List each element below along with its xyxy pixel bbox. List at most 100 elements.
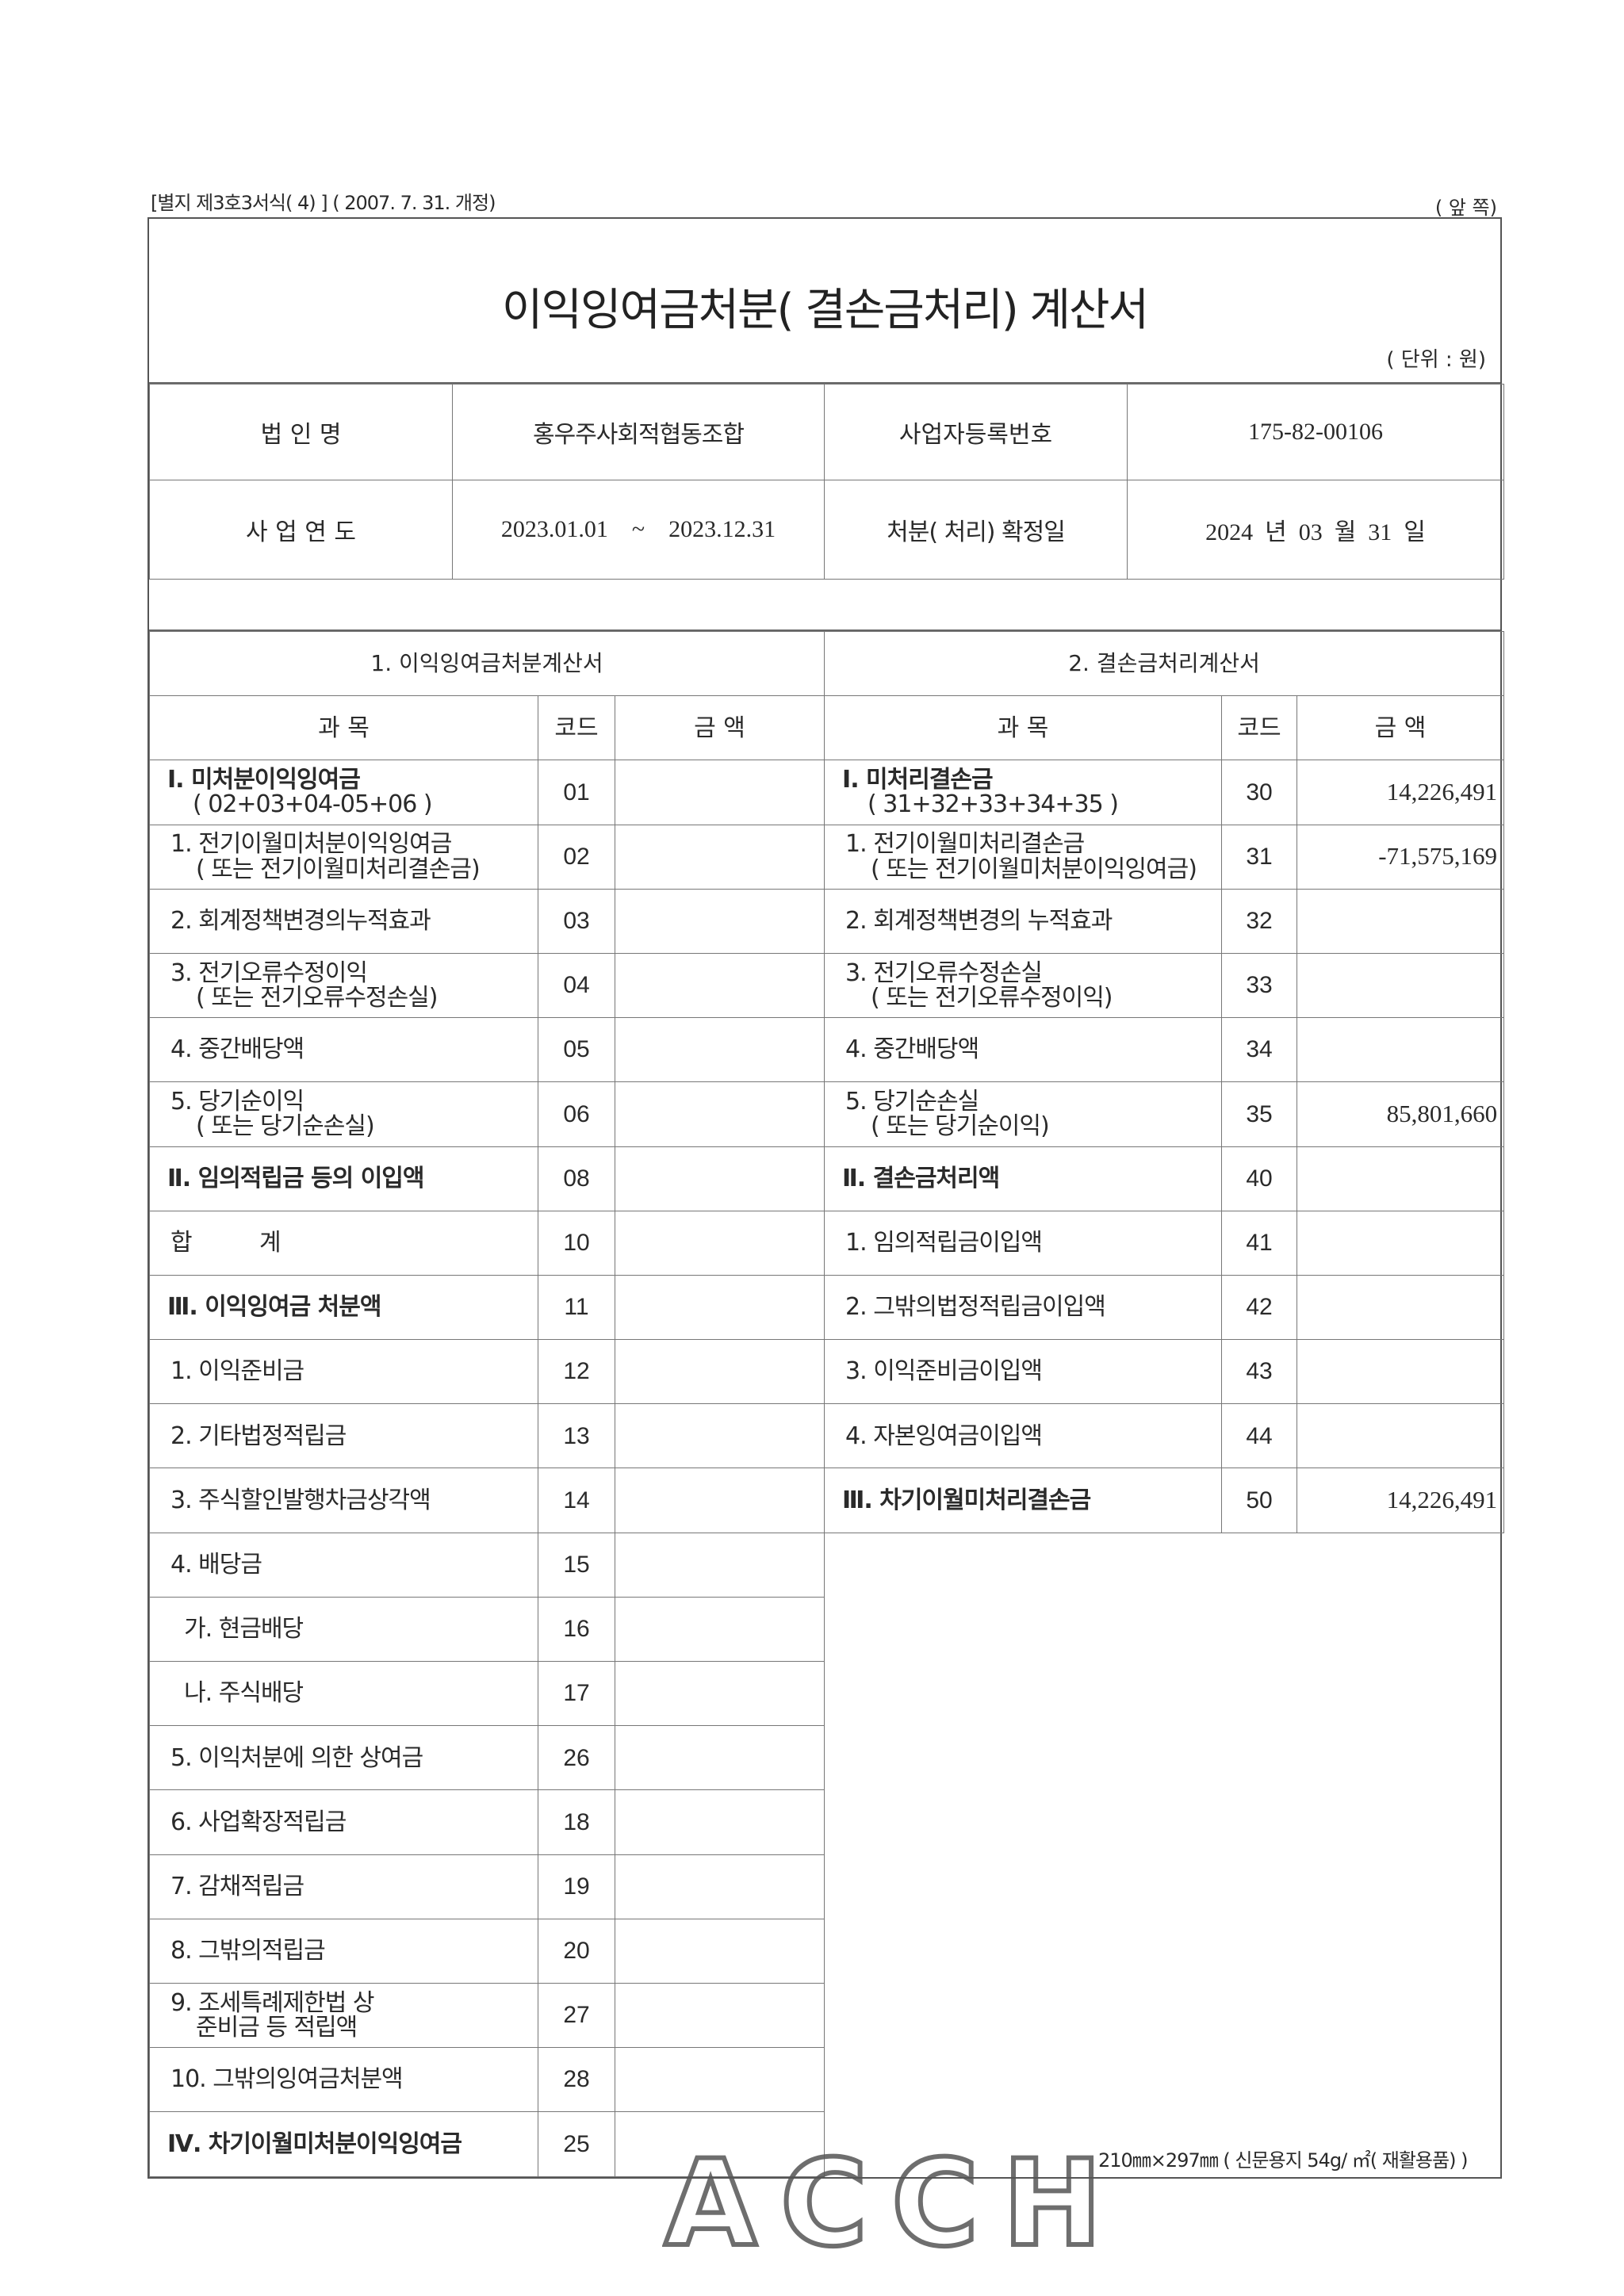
left-item-amount — [614, 2111, 825, 2177]
item-subtext: ( 또는 당기순손실) — [196, 1112, 375, 1141]
left-item-amount — [614, 888, 825, 954]
left-item-label: 5. 이익처분에 의한 상여금 — [149, 1725, 538, 1791]
item-name: 3. 주식할인발행차금상각액 — [170, 1486, 431, 1514]
item-name: 1. 전기이월미처분이익잉여금 — [170, 830, 452, 859]
page-title: 이익잉여금처분( 결손금처리) 계산서 — [501, 285, 1149, 336]
col-amount-right: 금 액 — [1297, 695, 1505, 761]
table-row: 4. 중간배당액 05 4. 중간배당액 34 — [149, 1017, 1505, 1083]
item-name: 8. 그밖의적립금 — [170, 1937, 326, 1965]
left-item-amount — [614, 1596, 825, 1663]
left-item-code: 15 — [538, 1532, 615, 1598]
right-item-label: 4. 자본잉여금이입액 — [824, 1403, 1223, 1469]
table-row: 10. 그밖의잉여금처분액 28 — [149, 2047, 1504, 2113]
item-name: 1. 임의적립금이입액 — [845, 1229, 1043, 1257]
item-name: 2. 기타법정적립금 — [170, 1422, 347, 1450]
item-subtext: ( 또는 전기오류수정이익) — [871, 984, 1113, 1012]
left-item-label: Ⅱ. 임의적립금 등의 이입액 — [149, 1146, 538, 1211]
left-item-label: 4. 배당금 — [149, 1532, 538, 1598]
item-name: 2. 회계정책변경의 누적효과 — [845, 907, 1113, 936]
left-item-code: 11 — [538, 1274, 615, 1341]
left-item-code: 13 — [538, 1403, 615, 1469]
right-item-amount — [1297, 1403, 1505, 1469]
left-item-label: 2. 회계정책변경의누적효과 — [149, 888, 538, 954]
left-item-amount — [614, 2047, 825, 2113]
left-item-code: 14 — [538, 1468, 615, 1533]
item-name: 10. 그밖의잉여금처분액 — [170, 2065, 404, 2094]
table-row: 8. 그밖의적립금 20 — [149, 1918, 1504, 1984]
left-item-code: 08 — [538, 1146, 615, 1211]
left-item-code: 20 — [538, 1918, 615, 1984]
right-item-code: 41 — [1221, 1210, 1298, 1276]
right-item-amount: 14,226,491 — [1297, 1468, 1505, 1533]
left-item-amount — [614, 1146, 825, 1211]
left-item-code: 03 — [538, 888, 615, 954]
period-sep: ~ — [631, 516, 645, 542]
item-name: 9. 조세특례제한법 상 — [170, 1988, 374, 2017]
confirm-date: 2024 년 03 월 31 일 — [1127, 480, 1504, 580]
left-item-code: 18 — [538, 1789, 615, 1855]
left-item-label: 2. 기타법정적립금 — [149, 1403, 538, 1469]
right-item-amount — [1297, 1146, 1505, 1211]
left-item-label: 8. 그밖의적립금 — [149, 1918, 538, 1984]
item-name: 6. 사업확장적립금 — [170, 1808, 347, 1836]
right-item-amount — [1297, 1274, 1505, 1341]
right-item-amount — [1297, 952, 1505, 1019]
left-item-amount — [614, 824, 825, 890]
empty-area — [824, 1533, 1504, 2176]
table-row: 5. 당기순이익( 또는 당기순손실) 06 5. 당기순손실( 또는 당기순이익)… — [149, 1081, 1505, 1147]
right-item-label: 1. 전기이월미처리결손금( 또는 전기이월미처분이익잉여금) — [824, 824, 1223, 890]
left-item-amount — [614, 1403, 825, 1469]
table-row: Ⅰ. 미처분이익잉여금( 02+03+04-05+06 ) 01 Ⅰ. 미처리결손금… — [149, 760, 1505, 825]
left-item-label: 3. 주식할인발행차금상각액 — [149, 1468, 538, 1533]
left-item-amount — [614, 1854, 825, 1919]
period-end: 2023.12.31 — [668, 516, 776, 542]
right-item-amount — [1297, 1210, 1505, 1276]
right-item-code: 33 — [1221, 952, 1298, 1019]
col-item: 과 목 — [149, 695, 538, 761]
right-item-label: Ⅲ. 차기이월미처리결손금 — [824, 1468, 1223, 1533]
left-item-label: 6. 사업확장적립금 — [149, 1789, 538, 1855]
item-name: 5. 이익처분에 의한 상여금 — [170, 1743, 423, 1772]
left-item-label: Ⅲ. 이익잉여금 처분액 — [149, 1274, 538, 1341]
right-item-label: 2. 그밖의법정적립금이입액 — [824, 1274, 1223, 1341]
right-item-amount — [1297, 1017, 1505, 1083]
paper-spec: 210㎜×297㎜ ( 신문용지 54g/ ㎡( 재활용품) ) — [1098, 2149, 1468, 2172]
table-row: 1. 이익준비금 12 3. 이익준비금이입액 43 — [149, 1339, 1505, 1405]
left-item-code: 01 — [538, 760, 615, 825]
table-row: 2. 회계정책변경의누적효과 03 2. 회계정책변경의 누적효과 32 — [149, 888, 1505, 954]
left-item-code: 10 — [538, 1210, 615, 1276]
left-item-amount — [614, 760, 825, 825]
table-row: Ⅳ. 차기이월미처분이익잉여금 25 — [149, 2111, 1504, 2177]
right-item-label: 3. 전기오류수정손실( 또는 전기오류수정이익) — [824, 952, 1223, 1019]
right-item-code: 40 — [1221, 1146, 1298, 1211]
item-name: 2. 그밖의법정적립금이입액 — [845, 1293, 1106, 1322]
left-section-title: 1. 이익잉여금처분계산서 — [148, 630, 825, 697]
left-item-amount — [614, 1339, 825, 1405]
table-row: 3. 주식할인발행차금상각액 14 Ⅲ. 차기이월미처리결손금 50 14,226,49… — [149, 1468, 1505, 1533]
table-row: 1. 전기이월미처분이익잉여금( 또는 전기이월미처리결손금) 02 1. 전기이월… — [149, 824, 1505, 890]
biz-no: 175-82-00106 — [1127, 384, 1504, 480]
item-subtext: ( 31+32+33+34+35 ) — [868, 790, 1119, 819]
item-name: 3. 전기오류수정손실 — [845, 959, 1043, 987]
item-name: Ⅲ. 이익잉여금 처분액 — [167, 1293, 381, 1322]
period-label: 사 업 연 도 — [149, 480, 453, 580]
right-item-code: 32 — [1221, 888, 1298, 954]
item-subtext: ( 또는 전기오류수정손실) — [196, 984, 438, 1012]
info-table: 법 인 명 홍우주사회적협동조합 사업자등록번호 175-82-00106 사 … — [149, 384, 1504, 580]
right-item-amount — [1297, 1339, 1505, 1405]
left-item-amount — [614, 1789, 825, 1855]
form-reference: [별지 제3호3서식( 4) ] ( 2007. 7. 31. 개정) — [151, 192, 496, 214]
left-item-amount — [614, 1725, 825, 1791]
table-row: 합 계 10 1. 임의적립금이입액 41 — [149, 1210, 1505, 1276]
item-subtext: 준비금 등 적립액 — [196, 2014, 358, 2042]
left-item-amount — [614, 1017, 825, 1083]
left-item-code: 06 — [538, 1081, 615, 1147]
table-row: Ⅲ. 이익잉여금 처분액 11 2. 그밖의법정적립금이입액 42 — [149, 1274, 1505, 1341]
item-name: 합 계 — [170, 1229, 282, 1257]
left-item-label: 1. 이익준비금 — [149, 1339, 538, 1405]
left-item-amount — [614, 952, 825, 1019]
item-name: 가. 현금배당 — [170, 1615, 304, 1644]
right-item-label: 2. 회계정책변경의 누적효과 — [824, 888, 1223, 954]
item-subtext: ( 또는 전기이월미처리결손금) — [196, 855, 481, 883]
item-name: 4. 중간배당액 — [845, 1035, 979, 1064]
